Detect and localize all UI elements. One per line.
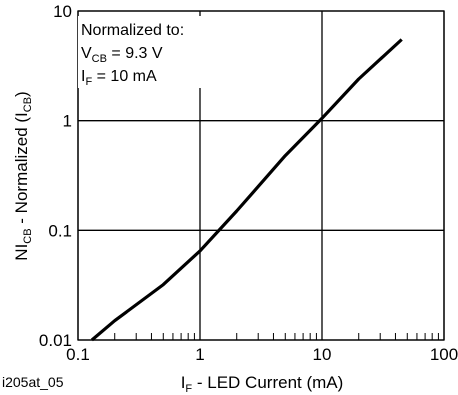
series-line [90, 38, 403, 342]
minor-ticks [114, 333, 439, 340]
y-tick-label: 0.1 [48, 221, 72, 240]
annotation-line-3: IF = 10 mA [81, 68, 157, 88]
x-axis-title: IF - LED Current (mA) [181, 373, 344, 395]
x-tick-label: 1 [195, 345, 204, 364]
y-axis-title: NICB - Normalized (ICB) [12, 91, 34, 260]
annotation-background [78, 16, 220, 88]
annotation-line-1: Normalized to: [81, 22, 184, 39]
x-tick-label: 10 [313, 345, 332, 364]
y-tick-label: 1 [63, 112, 72, 131]
plot-frame [77, 10, 445, 341]
y-tick-label: 10 [53, 2, 72, 21]
y-axis-tick-labels: 0.01 0.1 1 10 [39, 2, 72, 350]
figure-id: i205at_05 [2, 374, 64, 390]
y-tick-label: 0.01 [39, 331, 72, 350]
x-axis-tick-labels: 0.1 1 10 100 [66, 345, 458, 364]
x-tick-label: 100 [430, 345, 458, 364]
x-tick-label: 0.1 [66, 345, 90, 364]
annotation-line-2: VCB = 9.3 V [81, 45, 163, 65]
